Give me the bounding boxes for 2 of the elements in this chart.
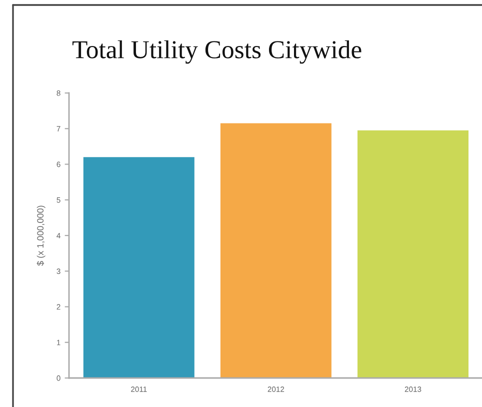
chart-title: Total Utility Costs Citywide: [72, 40, 362, 64]
y-axis-title: $ (x 1,000,000): [36, 206, 46, 266]
